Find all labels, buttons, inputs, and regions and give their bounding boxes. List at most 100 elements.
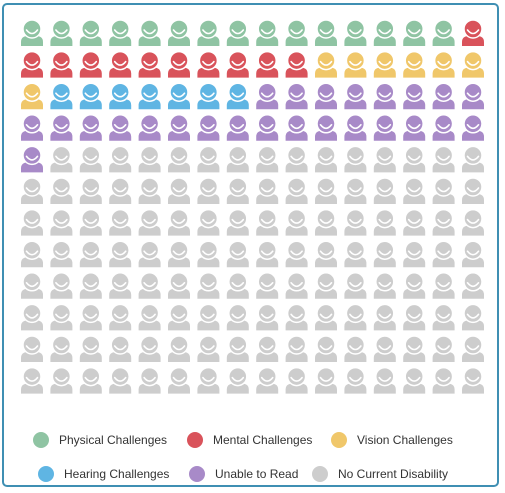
person-icon-physical-challenges [197,20,219,46]
person-icon-physical-challenges [286,20,308,46]
person-icon-no-current-disability [227,368,249,394]
legend-item-vision[interactable]: Vision Challenges [331,430,453,450]
person-icon-mental-challenges [197,52,219,78]
person-icon-no-current-disability [168,273,190,299]
person-icon-mental-challenges [286,52,308,78]
legend-item-unable-to-read[interactable]: Unable to Read [189,464,298,484]
person-icon-no-current-disability [315,336,337,362]
person-icon-no-current-disability [315,273,337,299]
person-icon-no-current-disability [433,304,455,330]
person-icon-no-current-disability [374,178,396,204]
person-icon-physical-challenges [80,20,102,46]
person-icon-no-current-disability [286,273,308,299]
person-icon-no-current-disability [197,336,219,362]
person-icon-no-current-disability [315,146,337,172]
person-icon-no-current-disability [139,210,161,236]
person-icon-no-current-disability [315,178,337,204]
person-icon-no-current-disability [197,304,219,330]
person-icon-physical-challenges [315,20,337,46]
person-icon-no-current-disability [50,336,72,362]
person-icon-no-current-disability [139,241,161,267]
person-icon-no-current-disability [344,146,366,172]
person-icon-no-current-disability [227,273,249,299]
person-icon-unable-to-read [21,115,43,141]
person-icon-hearing-challenges [197,83,219,109]
person-icon-physical-challenges [50,20,72,46]
person-icon-mental-challenges [462,20,484,46]
person-icon-no-current-disability [462,210,484,236]
legend-item-physical[interactable]: Physical Challenges [33,430,167,450]
person-icon-no-current-disability [256,146,278,172]
person-icon-no-current-disability [256,241,278,267]
person-icon-no-current-disability [80,336,102,362]
person-icon-no-current-disability [168,146,190,172]
person-icon-no-current-disability [50,241,72,267]
person-icon-unable-to-read [374,83,396,109]
person-icon-vision-challenges [462,52,484,78]
legend-item-mental[interactable]: Mental Challenges [187,430,312,450]
person-icon-no-current-disability [374,304,396,330]
person-icon-no-current-disability [197,210,219,236]
person-icon-no-current-disability [197,273,219,299]
legend-label-hearing: Hearing Challenges [64,467,169,481]
person-icon-no-current-disability [286,304,308,330]
person-icon-hearing-challenges [50,83,72,109]
person-icon-unable-to-read [256,83,278,109]
person-icon-no-current-disability [433,336,455,362]
person-icon-no-current-disability [21,336,43,362]
person-icon-no-current-disability [403,210,425,236]
person-icon-mental-challenges [50,52,72,78]
person-icon-no-current-disability [403,241,425,267]
person-icon-no-current-disability [433,178,455,204]
person-icon-no-current-disability [21,273,43,299]
person-icon-no-current-disability [256,368,278,394]
legend-label-physical: Physical Challenges [59,433,167,447]
person-icon-no-current-disability [197,178,219,204]
person-icon-no-current-disability [344,210,366,236]
person-icon-no-current-disability [139,304,161,330]
person-icon-no-current-disability [403,146,425,172]
person-icon-unable-to-read [315,83,337,109]
legend-label-no-disability: No Current Disability [338,467,448,481]
person-icon-no-current-disability [109,146,131,172]
person-icon-no-current-disability [109,368,131,394]
person-icon-no-current-disability [403,178,425,204]
person-icon-no-current-disability [168,210,190,236]
person-icon-no-current-disability [227,178,249,204]
person-icon-no-current-disability [462,304,484,330]
person-icon-no-current-disability [50,368,72,394]
legend-item-hearing[interactable]: Hearing Challenges [38,464,169,484]
legend-item-no-disability[interactable]: No Current Disability [312,464,448,484]
person-icon-no-current-disability [168,304,190,330]
person-icon-no-current-disability [286,146,308,172]
person-icon-no-current-disability [80,178,102,204]
person-icon-no-current-disability [433,146,455,172]
legend-swatch-hearing [38,466,54,482]
person-icon-unable-to-read [80,115,102,141]
person-icon-no-current-disability [462,273,484,299]
person-icon-vision-challenges [433,52,455,78]
person-icon-no-current-disability [168,336,190,362]
person-icon-physical-challenges [109,20,131,46]
person-icon-no-current-disability [374,210,396,236]
person-icon-no-current-disability [286,210,308,236]
person-icon-hearing-challenges [227,83,249,109]
person-icon-no-current-disability [109,273,131,299]
person-icon-no-current-disability [109,178,131,204]
person-icon-no-current-disability [403,304,425,330]
legend-row-1: Physical Challenges Mental Challenges Vi… [0,430,505,450]
person-icon-no-current-disability [433,273,455,299]
person-icon-no-current-disability [109,336,131,362]
legend-swatch-physical [33,432,49,448]
person-icon-mental-challenges [227,52,249,78]
pictogram-chart [0,0,505,400]
person-icon-mental-challenges [109,52,131,78]
person-icon-hearing-challenges [168,83,190,109]
person-icon-no-current-disability [403,336,425,362]
person-icon-no-current-disability [462,241,484,267]
person-icon-hearing-challenges [109,83,131,109]
person-icon-unable-to-read [403,115,425,141]
person-icon-no-current-disability [374,336,396,362]
person-icon-no-current-disability [50,146,72,172]
person-icon-physical-challenges [227,20,249,46]
